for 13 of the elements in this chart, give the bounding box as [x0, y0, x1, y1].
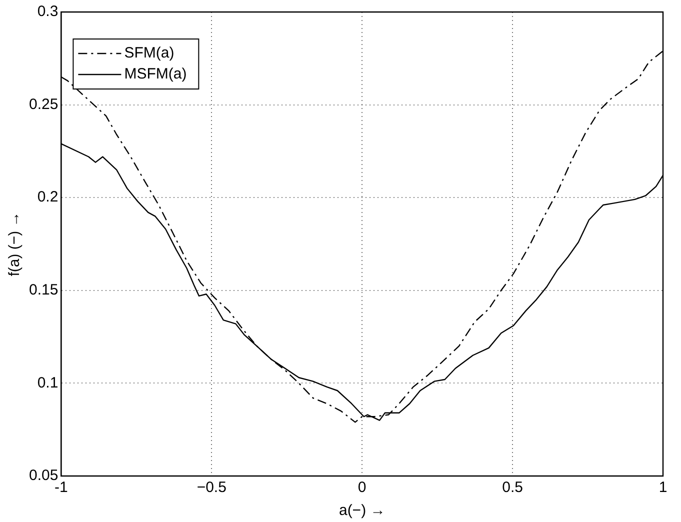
y-tick-label: 0.1	[37, 374, 58, 392]
x-tick-label: 0.5	[502, 479, 523, 496]
y-tick-label: 0.25	[28, 96, 58, 113]
legend-label: SFM(a)	[124, 44, 174, 62]
x-tick-label: 1	[658, 479, 668, 496]
y-tick-label: 0.3	[37, 3, 58, 20]
y-axis-title: f(a) (−) →	[6, 212, 24, 276]
legend-label: MSFM(a)	[124, 66, 187, 83]
x-tick-label: −0.5	[196, 479, 226, 496]
y-tick-label: 0.2	[37, 188, 58, 206]
x-axis-title: a(−) →	[338, 502, 386, 520]
y-tick-label: 0.15	[28, 282, 58, 299]
x-tick-label: 0	[358, 479, 366, 496]
